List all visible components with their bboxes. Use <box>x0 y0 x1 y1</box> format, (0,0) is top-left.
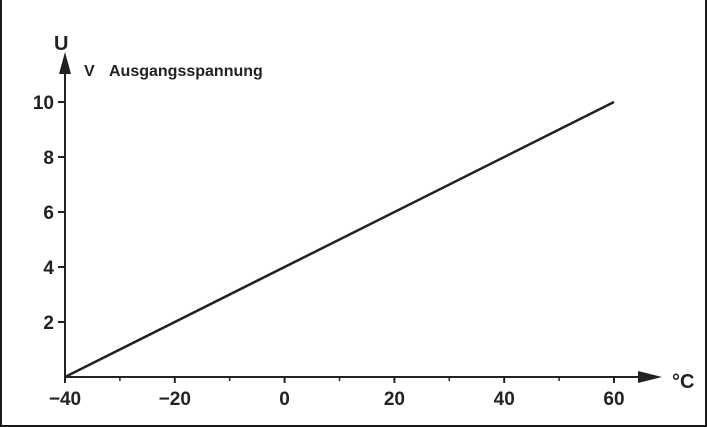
x-axis-label: °C <box>672 371 694 393</box>
x-tick-label: 40 <box>494 389 515 410</box>
x-tick-label: 0 <box>279 389 290 410</box>
ticks-group: 2 4 6 8 10 −40 −20 0 20 40 60 <box>33 93 625 410</box>
y-tick-label: 8 <box>43 148 54 169</box>
y-tick-label: 2 <box>43 313 54 334</box>
y-axis-arrow <box>59 52 71 74</box>
x-tick-label: −40 <box>49 389 81 410</box>
x-axis-arrow <box>638 371 662 383</box>
y-tick-label: 6 <box>43 203 54 224</box>
y-tick-label: 10 <box>33 93 54 114</box>
series-group <box>64 100 615 379</box>
x-tick-label: −20 <box>159 389 191 410</box>
y-axis-unit: V <box>84 63 95 80</box>
y-axis-label: U <box>54 33 68 55</box>
axes <box>59 52 662 383</box>
x-tick-label: 60 <box>603 389 624 410</box>
x-tick-label: 20 <box>384 389 405 410</box>
chart-title: Ausgangsspannung <box>109 63 263 80</box>
y-tick-label: 4 <box>43 258 54 279</box>
series-line <box>64 100 615 379</box>
